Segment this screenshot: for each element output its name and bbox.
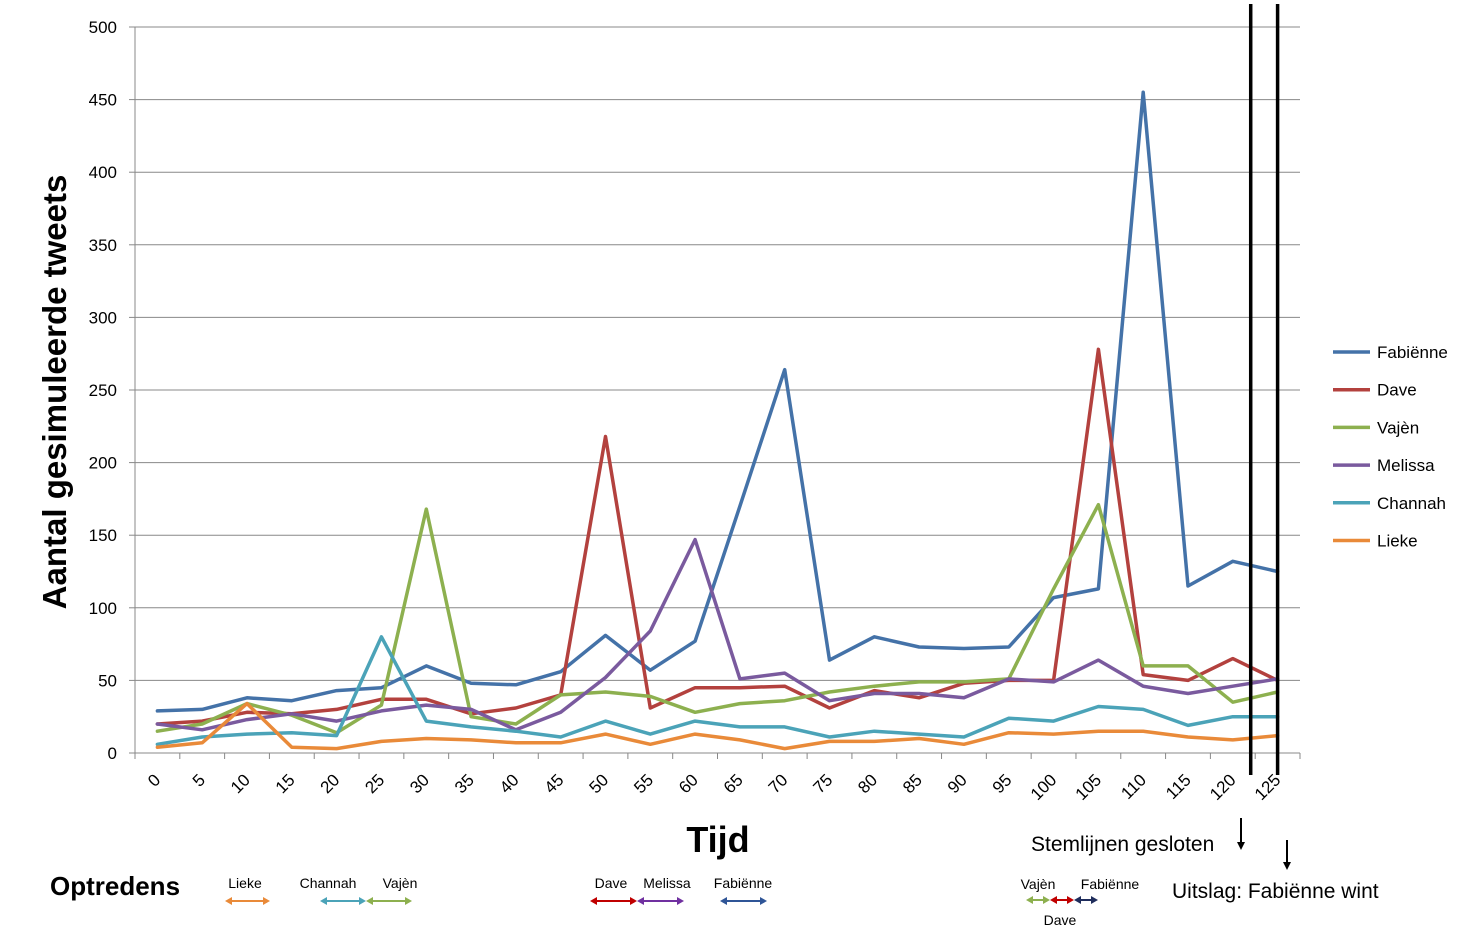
x-tick-label: 0	[144, 770, 164, 790]
x-tick-label: 35	[451, 770, 478, 797]
y-tick-label: 300	[89, 308, 117, 327]
uitslag-note: Uitslag: Fabiënne wint	[1172, 880, 1379, 903]
x-tick-label: 50	[585, 770, 612, 797]
x-tick-labels: 0 5 10 15 20 25 30 35 40 45 50 55 60 65 70 75 80 85 90 95 10…	[144, 770, 1284, 803]
performance-arrowhead	[366, 897, 373, 905]
y-tick-label: 150	[89, 526, 117, 545]
optredens-title: Optredens	[50, 871, 180, 901]
performance-arrowhead	[1026, 896, 1033, 904]
series-line-fabienne	[155, 90, 1280, 713]
x-tick-label: 10	[227, 770, 254, 797]
x-tick-label: 15	[272, 770, 299, 797]
performance-arrowhead	[263, 897, 270, 905]
x-tick-label: 30	[406, 770, 433, 797]
x-tick-label: 70	[765, 770, 792, 797]
x-tick-label: 125	[1251, 770, 1284, 803]
x-tick-label: 20	[317, 770, 344, 797]
legend: Fabiënne Dave Vajèn Melissa Channah Lieke	[1333, 343, 1448, 551]
y-tick-label: 350	[89, 236, 117, 255]
x-tick-label: 85	[899, 770, 926, 797]
series-line-dave	[155, 347, 1280, 726]
performance-markers: Lieke Channah Vajèn Dave Melissa Fabiënne Vajè…	[225, 875, 1139, 928]
x-tick-label: 100	[1027, 770, 1060, 803]
y-tick-label: 200	[89, 454, 117, 473]
series-line-melissa	[155, 537, 1280, 732]
performance-label: Channah	[300, 875, 357, 891]
performance-arrowhead	[677, 897, 684, 905]
y-tick-label: 250	[89, 381, 117, 400]
performance-label: Dave	[595, 875, 628, 891]
performance-label: Vajèn	[1021, 876, 1056, 892]
axes	[129, 26, 1301, 759]
y-tick-labels: 0 50 100 150 200 250 300 350 400 450 500	[89, 18, 117, 763]
legend-label: Channah	[1377, 494, 1446, 513]
x-tick-label: 110	[1117, 770, 1150, 803]
y-tick-label: 0	[108, 744, 117, 763]
x-axis-title: Tijd	[686, 819, 749, 860]
x-tick-label: 65	[720, 770, 747, 797]
x-tick-label: 45	[541, 770, 568, 797]
x-tick-label: 75	[810, 770, 837, 797]
y-tick-label: 450	[89, 91, 117, 110]
performance-arrowhead	[1043, 896, 1050, 904]
stemlijnen-gesloten-note: Stemlijnen gesloten	[1031, 833, 1214, 856]
x-tick-label: 90	[944, 770, 971, 797]
performance-arrowhead	[720, 897, 727, 905]
performance-arrowhead	[760, 897, 767, 905]
x-tick-label: 95	[989, 770, 1016, 797]
y-axis-title: Aantal gesimuleerde tweets	[36, 175, 73, 610]
performance-arrowhead	[1074, 896, 1081, 904]
legend-label: Dave	[1377, 381, 1417, 400]
y-tick-label: 100	[89, 599, 117, 618]
legend-label: Lieke	[1377, 532, 1418, 551]
x-tick-label: 40	[496, 770, 523, 797]
legend-label: Fabiënne	[1377, 343, 1448, 362]
performance-arrowhead	[1067, 896, 1074, 904]
performance-label: Dave	[1044, 912, 1077, 928]
series-line-vajen	[155, 502, 1280, 735]
x-tick-label: 55	[630, 770, 657, 797]
legend-label: Melissa	[1377, 456, 1435, 475]
x-tick-label: 60	[675, 770, 702, 797]
performance-label: Fabiënne	[1081, 876, 1140, 892]
performance-arrowhead	[590, 897, 597, 905]
x-tick-label: 80	[854, 770, 881, 797]
legend-label: Vajèn	[1377, 418, 1419, 437]
performance-label: Lieke	[228, 875, 262, 891]
performance-arrowhead	[225, 897, 232, 905]
x-tick-label: 115	[1162, 770, 1195, 803]
performance-arrowhead	[630, 897, 637, 905]
y-tick-label: 400	[89, 163, 117, 182]
series-line-lieke	[155, 701, 1280, 751]
data-series	[155, 90, 1280, 751]
x-tick-label: 120	[1206, 770, 1239, 803]
performance-label: Vajèn	[383, 875, 418, 891]
performance-arrowhead	[1091, 896, 1098, 904]
performance-arrowhead	[359, 897, 366, 905]
series-line-channah	[155, 635, 1280, 747]
performance-arrowhead	[1050, 896, 1057, 904]
x-tick-label: 25	[361, 770, 388, 797]
performance-label: Fabiënne	[714, 875, 773, 891]
performance-arrowhead	[405, 897, 412, 905]
vertical-markers	[1248, 4, 1280, 775]
x-tick-label: 105	[1072, 770, 1105, 803]
y-tick-label: 500	[89, 18, 117, 37]
performance-arrowhead	[320, 897, 327, 905]
gridlines	[135, 26, 1300, 681]
y-tick-label: 50	[98, 671, 117, 690]
performance-label: Melissa	[643, 875, 691, 891]
performance-arrowhead	[637, 897, 644, 905]
x-tick-label: 5	[189, 770, 209, 790]
